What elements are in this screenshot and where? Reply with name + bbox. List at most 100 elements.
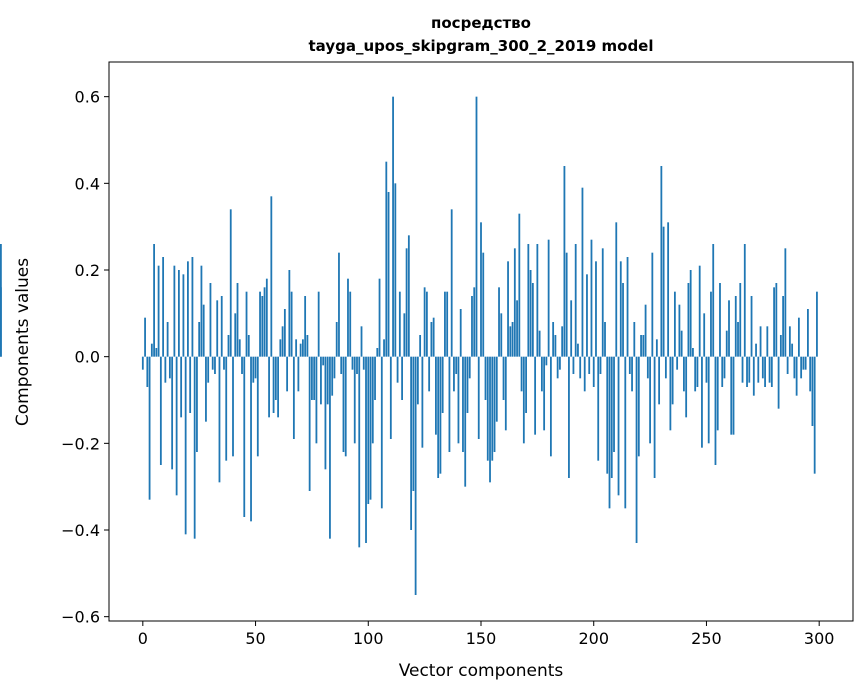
bar [396,356,399,383]
bar [577,343,579,357]
bar [649,356,651,444]
bar [522,356,525,444]
bar [712,244,715,357]
bar [410,356,413,530]
y-tick-label: 0.6 [75,88,100,107]
bar [326,356,329,405]
bar [721,356,724,387]
bar [448,356,451,452]
bar [752,356,755,396]
bar [655,339,658,357]
bar [349,291,352,357]
bar [292,356,295,439]
bar [547,239,550,357]
y-tick-label: −0.2 [61,434,100,453]
bar [450,209,453,357]
bar [358,356,361,548]
bar [660,166,663,357]
bar [637,356,640,457]
bar [646,356,649,379]
bar [473,287,476,357]
y-tick-label: −0.6 [61,608,100,627]
bar [572,356,575,374]
x-tick-label: 100 [353,629,384,648]
bar [268,356,270,418]
bar [689,270,692,357]
x-tick-label: 150 [466,629,497,648]
bar [324,356,327,470]
bar [468,356,471,379]
bar [793,356,796,379]
bar [290,291,293,357]
bar [394,183,397,357]
bar [482,252,485,357]
bar [662,226,665,357]
bar [304,296,307,357]
bar [610,356,613,478]
y-axis-ticks: −0.6 −0.4 −0.2 0.0 0.2 0.4 0.6 [61,88,109,627]
bar [498,287,500,357]
bar [804,356,807,370]
bar [628,356,631,374]
chart-title: посредство [431,14,531,32]
x-tick-label: 300 [804,629,835,648]
bar [435,356,437,435]
bar [802,356,805,370]
bar [520,356,523,392]
bar [495,356,498,422]
bar [730,356,733,435]
bar [338,252,340,357]
bar [538,330,541,357]
bar [398,291,401,357]
bar [331,356,334,396]
bar [141,356,144,370]
bar [590,239,593,357]
bar [177,270,180,357]
bar [218,356,221,483]
bar [788,326,791,357]
bar [367,356,370,504]
bar [374,356,376,400]
bar [148,356,151,500]
bar [743,244,746,357]
bar [807,309,809,357]
bar [723,356,726,379]
y-tick-label: 0.4 [75,174,100,193]
bar [504,356,507,431]
bar [518,213,521,357]
bar [529,270,532,357]
bar [750,296,753,357]
bar [619,261,622,357]
bar [552,322,555,357]
bar [669,356,672,431]
bar [462,356,464,452]
bar [180,356,183,418]
bar [581,187,584,357]
bar [595,261,597,357]
bar [401,356,403,400]
bar [441,356,444,413]
bar [317,291,320,357]
bar [464,356,467,487]
bar [313,356,316,400]
bar [631,356,633,392]
bar [286,356,289,392]
bar [385,161,388,357]
bar [554,335,557,357]
bar [770,356,773,387]
bar [563,166,566,357]
bar [701,356,703,448]
bar [191,257,194,357]
bar [453,356,455,392]
bar [574,244,577,357]
bar [791,343,794,357]
bar [439,356,442,474]
bar [516,300,518,357]
bar [475,96,478,357]
bar [592,356,595,387]
bar [229,209,232,357]
bar [216,300,219,357]
bar [725,330,728,357]
bar [493,356,496,452]
bar [811,356,814,426]
